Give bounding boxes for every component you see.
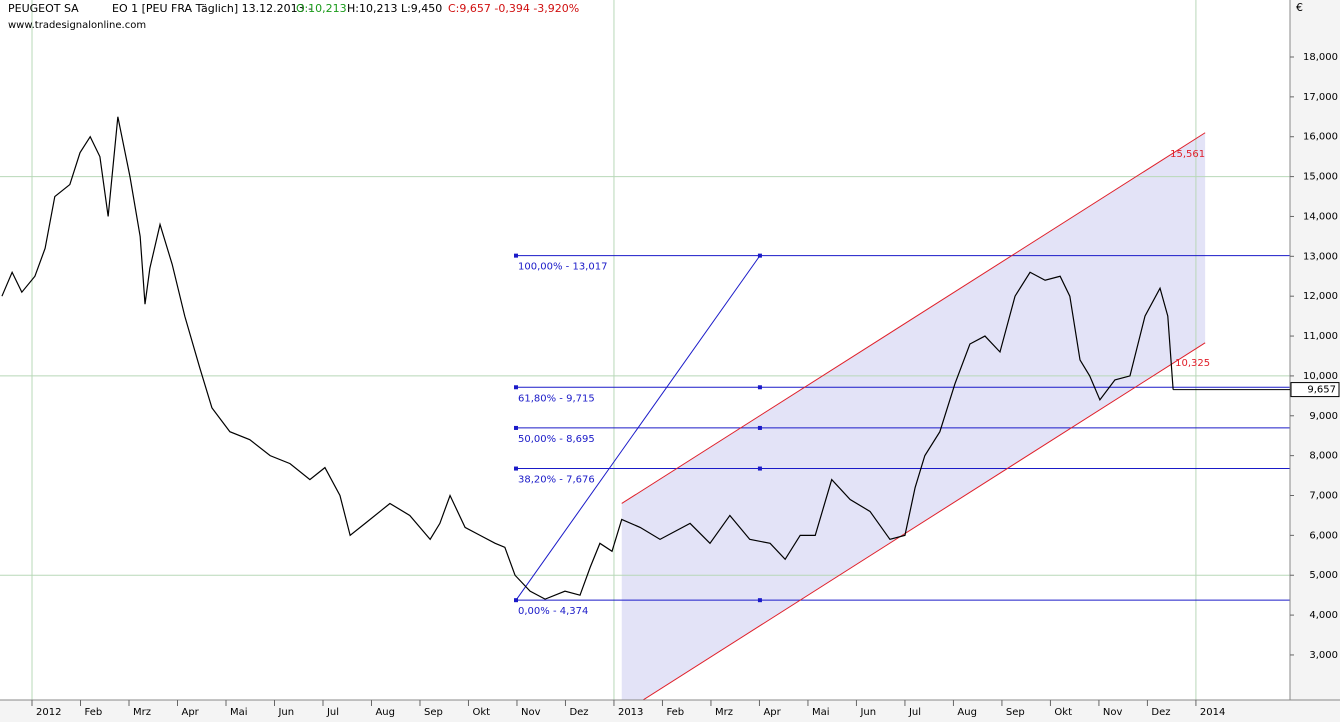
fib-handle [514, 598, 518, 603]
x-tick-label: Jul [326, 707, 339, 718]
series-name: PEUGEOT SA [8, 2, 79, 15]
x-axis-panel [0, 700, 1340, 722]
header-open: O:10,213 [296, 2, 347, 15]
y-tick-label: 14,000 [1303, 211, 1338, 222]
x-tick-label: Aug [957, 707, 977, 718]
y-tick-label: 16,000 [1303, 132, 1338, 143]
y-tick-label: 3,000 [1309, 650, 1338, 661]
fib-handle [514, 253, 518, 258]
x-tick-label: Feb [85, 707, 103, 718]
x-tick-label: Okt [472, 707, 490, 718]
y-tick-label: 12,000 [1303, 291, 1338, 302]
x-tick-label: 2014 [1200, 707, 1225, 718]
x-tick-label: Dez [1151, 707, 1170, 718]
x-tick-label: Jun [277, 707, 294, 718]
x-tick-label: Dez [569, 707, 588, 718]
price-tag-label: 9,657 [1307, 385, 1336, 396]
y-tick-label: 17,000 [1303, 92, 1338, 103]
currency: € [1296, 1, 1303, 14]
channel-lower [642, 342, 1206, 700]
x-tick-label: Jun [859, 707, 876, 718]
fib-label: 50,00% - 8,695 [518, 434, 595, 445]
x-tick-label: Sep [424, 707, 443, 718]
plot-area [0, 0, 1290, 700]
price-tag-box [1290, 382, 1340, 398]
y-tick-label: 18,000 [1303, 52, 1338, 63]
y-tick-label: 8,000 [1309, 451, 1338, 462]
fib-handle [514, 466, 518, 471]
fib-handle [757, 385, 762, 390]
fib-handle [757, 253, 762, 258]
header-close: C:9,657 -0,394 -3,920% [448, 2, 579, 15]
fib-label: 61,80% - 9,715 [518, 393, 595, 404]
y-tick-label: 4,000 [1309, 610, 1338, 621]
x-tick-label: Apr [181, 707, 199, 718]
header-instrument: EO 1 [PEU FRA Täglich] 13.12.2013 - [112, 2, 312, 15]
x-tick-label: Aug [375, 707, 395, 718]
y-tick-label: 13,000 [1303, 251, 1338, 262]
x-tick-label: Mai [230, 707, 248, 718]
price-line [1, 116, 1174, 600]
x-tick-label: Okt [1054, 707, 1072, 718]
fib-handle [757, 598, 762, 603]
x-tick-label: Mai [812, 707, 830, 718]
fib-handle [757, 466, 762, 471]
x-tick-label: 2012 [36, 707, 61, 718]
header-high-low: H:10,213 L:9,450 [347, 2, 442, 15]
y-tick-label: 5,000 [1309, 570, 1338, 581]
x-tick-label: Mrz [133, 707, 151, 718]
fib-label: 100,00% - 13,017 [518, 262, 607, 273]
channel-upper [621, 132, 1206, 504]
x-tick-label: 2013 [618, 707, 643, 718]
channel-label: 15,561 [1170, 149, 1205, 160]
fib-handle [757, 425, 762, 430]
fib-handle [514, 385, 518, 390]
x-tick-label: Jul [908, 707, 921, 718]
y-tick-label: 10,000 [1303, 371, 1338, 382]
fib-label: 0,00% - 4,374 [518, 606, 588, 617]
x-tick-label: Apr [763, 707, 781, 718]
channel-area [621, 132, 1206, 700]
y-tick-label: 7,000 [1309, 491, 1338, 502]
axis-panel [1290, 0, 1340, 700]
y-tick-label: 15,000 [1303, 172, 1338, 183]
x-tick-label: Nov [1103, 707, 1123, 718]
fib-label: 38,20% - 7,676 [518, 475, 595, 486]
header-source: www.tradesignalonline.com [8, 20, 146, 31]
x-tick-label: Sep [1006, 707, 1025, 718]
y-tick-label: 6,000 [1309, 530, 1338, 541]
x-tick-label: Feb [666, 707, 684, 718]
fib-handle [514, 425, 518, 430]
x-tick-label: Mrz [715, 707, 733, 718]
x-tick-label: Nov [521, 707, 541, 718]
y-tick-label: 9,000 [1309, 411, 1338, 422]
channel-label: 10,325 [1175, 358, 1210, 369]
y-tick-label: 11,000 [1303, 331, 1338, 342]
